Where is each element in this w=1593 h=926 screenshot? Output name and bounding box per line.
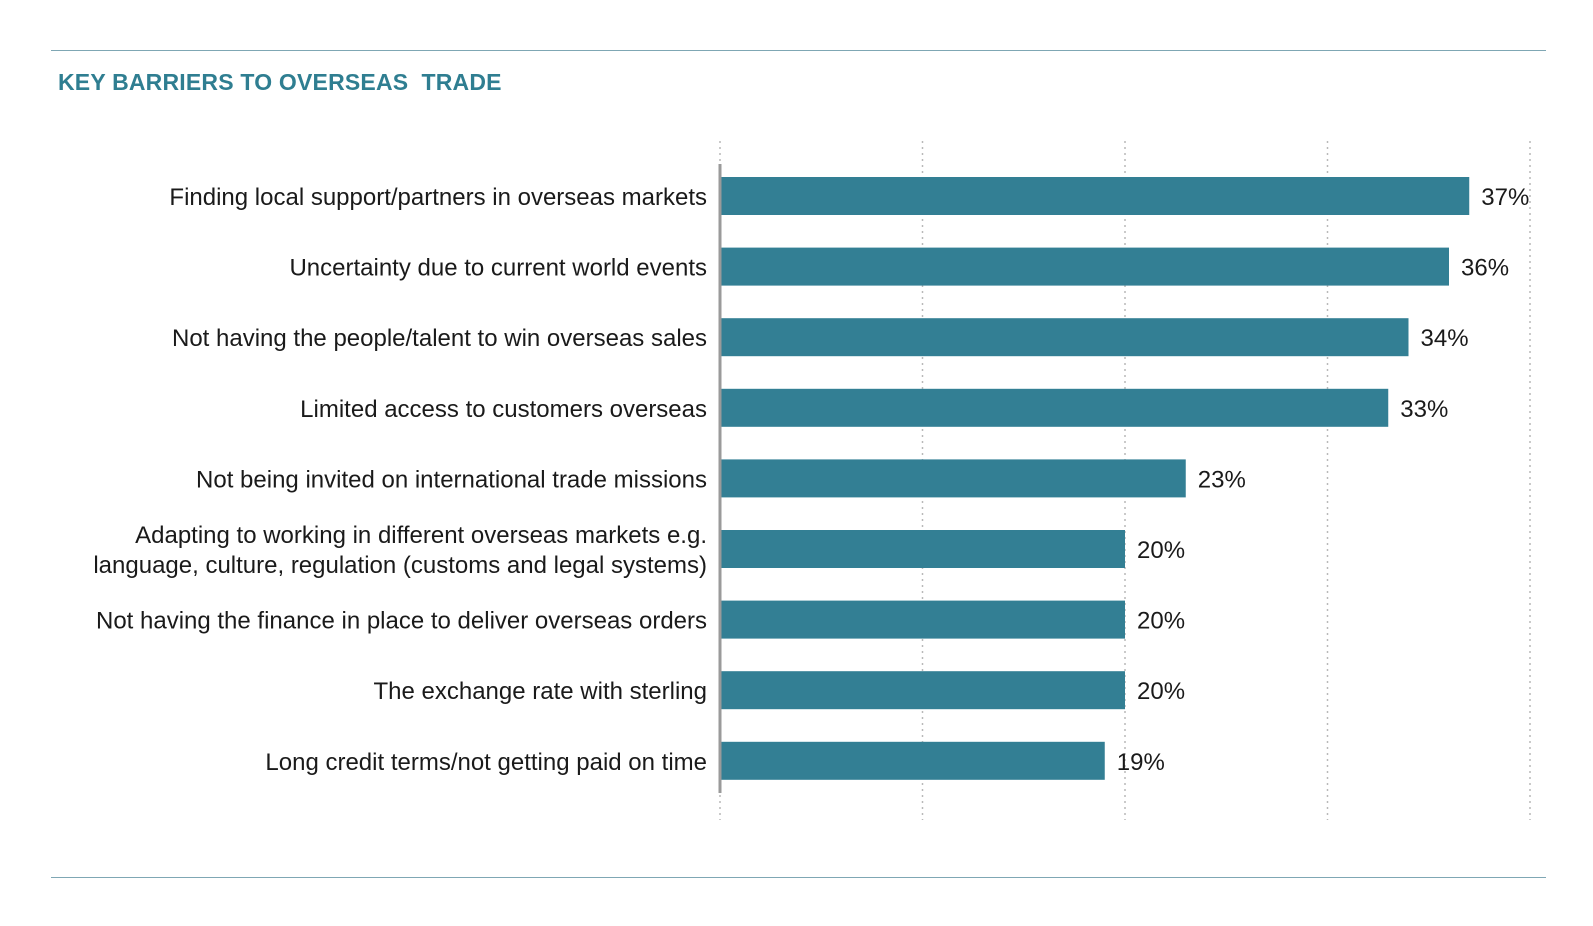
- category-label-0: Finding local support/partners in overse…: [169, 184, 707, 211]
- bar-1: [720, 247, 1449, 286]
- category-label-5-line-1: language, culture, regulation (customs a…: [93, 552, 707, 579]
- category-label-7: The exchange rate with sterling: [373, 678, 707, 705]
- bar-3: [720, 388, 1389, 427]
- bar-0: [720, 177, 1470, 215]
- category-label-6: Not having the finance in place to deliv…: [96, 608, 707, 635]
- value-label-5: 20%: [1137, 537, 1185, 564]
- top-divider: [51, 50, 1546, 51]
- category-label-5-line-0: Adapting to working in different oversea…: [135, 522, 707, 549]
- category-label-1: Uncertainty due to current world events: [289, 255, 707, 282]
- bar-6: [720, 600, 1125, 639]
- value-label-0: 37%: [1481, 184, 1529, 211]
- bar-5: [720, 530, 1125, 568]
- category-label-2: Not having the people/talent to win over…: [172, 325, 707, 352]
- bottom-divider: [51, 877, 1546, 878]
- chart-title: KEY BARRIERS TO OVERSEAS TRADE: [58, 69, 502, 95]
- bar-8: [720, 741, 1105, 780]
- category-label-3: Limited access to customers overseas: [300, 396, 707, 423]
- bar-4: [720, 459, 1186, 498]
- bar-7: [720, 671, 1125, 710]
- value-labels: 37% 36% 34% 33% 23% 20% 20% 20% 19%: [1117, 184, 1530, 776]
- value-label-8: 19%: [1117, 749, 1165, 776]
- value-label-4: 23%: [1198, 466, 1246, 493]
- value-label-1: 36%: [1461, 255, 1509, 282]
- value-label-2: 34%: [1421, 325, 1469, 352]
- bars: [720, 177, 1470, 780]
- category-labels: Finding local support/partners in overse…: [93, 184, 707, 776]
- category-label-4: Not being invited on international trade…: [196, 466, 707, 493]
- bar-2: [720, 318, 1409, 357]
- value-label-7: 20%: [1137, 678, 1185, 705]
- value-label-3: 33%: [1400, 396, 1448, 423]
- value-label-6: 20%: [1137, 608, 1185, 635]
- category-label-8: Long credit terms/not getting paid on ti…: [265, 749, 707, 776]
